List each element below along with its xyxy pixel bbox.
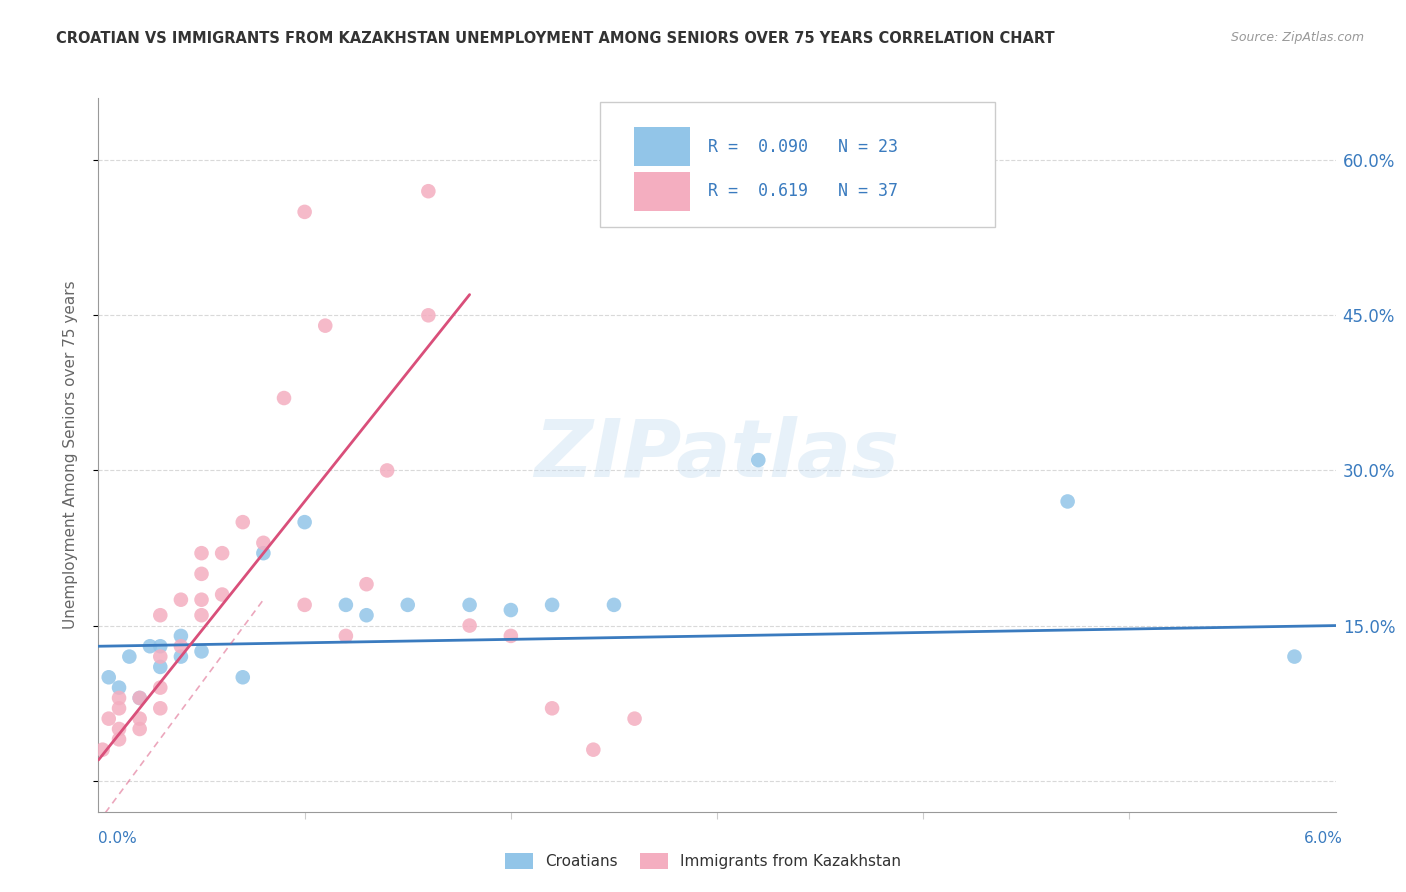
Point <box>314 318 336 333</box>
Point <box>128 690 150 705</box>
Point <box>418 308 440 322</box>
Point <box>139 639 162 653</box>
Text: R =  0.090   N = 23: R = 0.090 N = 23 <box>709 137 898 155</box>
Point <box>582 742 605 756</box>
Legend: Croatians, Immigrants from Kazakhstan: Croatians, Immigrants from Kazakhstan <box>499 847 907 875</box>
Point <box>170 629 193 643</box>
Text: 0.0%: 0.0% <box>98 831 138 846</box>
Point <box>108 681 131 695</box>
Point <box>108 701 131 715</box>
Point <box>128 690 150 705</box>
Point <box>149 681 172 695</box>
Point <box>499 603 522 617</box>
Point <box>190 608 212 623</box>
Point <box>149 649 172 664</box>
Point <box>118 649 141 664</box>
Point <box>149 701 172 715</box>
Point <box>541 598 564 612</box>
Point <box>294 515 316 529</box>
Point <box>1056 494 1078 508</box>
Point <box>170 592 193 607</box>
Point <box>149 660 172 674</box>
Point <box>97 670 120 684</box>
Point <box>356 608 378 623</box>
Point <box>128 722 150 736</box>
FancyBboxPatch shape <box>634 127 690 166</box>
Point <box>1284 649 1306 664</box>
Point <box>170 639 193 653</box>
Point <box>190 592 212 607</box>
Point <box>232 670 254 684</box>
Point <box>211 546 233 560</box>
Point <box>356 577 378 591</box>
Point <box>91 742 114 756</box>
Point <box>335 629 357 643</box>
Point <box>97 712 120 726</box>
Text: ZIPatlas: ZIPatlas <box>534 416 900 494</box>
Point <box>232 515 254 529</box>
FancyBboxPatch shape <box>634 171 690 211</box>
Point <box>418 184 440 198</box>
Point <box>603 598 626 612</box>
Point <box>623 712 645 726</box>
Point <box>294 598 316 612</box>
Point <box>170 649 193 664</box>
FancyBboxPatch shape <box>599 102 995 227</box>
Text: Source: ZipAtlas.com: Source: ZipAtlas.com <box>1230 31 1364 45</box>
Point <box>335 598 357 612</box>
Y-axis label: Unemployment Among Seniors over 75 years: Unemployment Among Seniors over 75 years <box>63 281 77 629</box>
Point <box>375 463 398 477</box>
Point <box>747 453 769 467</box>
Point <box>190 566 212 581</box>
Point <box>108 722 131 736</box>
Point <box>149 639 172 653</box>
Point <box>190 546 212 560</box>
Point <box>149 608 172 623</box>
Point <box>458 618 481 632</box>
Point <box>252 546 274 560</box>
Point <box>128 712 150 726</box>
Text: 6.0%: 6.0% <box>1303 831 1343 846</box>
Point <box>458 598 481 612</box>
Point <box>273 391 295 405</box>
Point <box>252 536 274 550</box>
Point <box>294 205 316 219</box>
Point <box>211 588 233 602</box>
Point <box>108 732 131 747</box>
Point <box>108 690 131 705</box>
Text: R =  0.619   N = 37: R = 0.619 N = 37 <box>709 182 898 200</box>
Point <box>190 644 212 658</box>
Point <box>541 701 564 715</box>
Point <box>499 629 522 643</box>
Text: CROATIAN VS IMMIGRANTS FROM KAZAKHSTAN UNEMPLOYMENT AMONG SENIORS OVER 75 YEARS : CROATIAN VS IMMIGRANTS FROM KAZAKHSTAN U… <box>56 31 1054 46</box>
Point <box>396 598 419 612</box>
